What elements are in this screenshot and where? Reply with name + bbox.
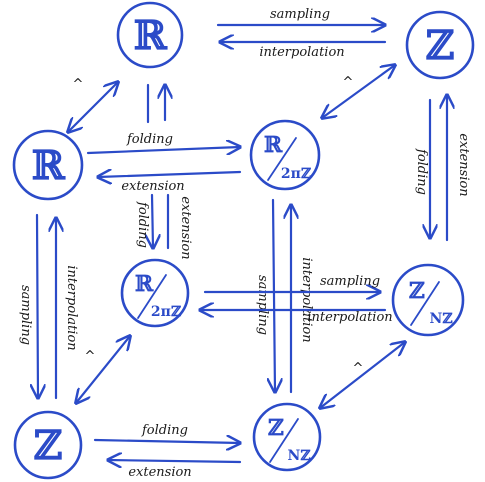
- node-back-z-label: ℤ: [425, 22, 454, 69]
- arrow-fourier-z: [76, 336, 130, 403]
- arrow-front-folding: [86, 147, 240, 153]
- label-bottom-folding: folding: [141, 423, 188, 438]
- arrow-fourier-r: [68, 82, 118, 132]
- node-front-r-label: ℝ: [31, 142, 66, 189]
- node-back-cyclic: ℤ Nℤ: [391, 263, 465, 337]
- label-mid-sampling: sampling: [255, 275, 270, 335]
- arrow-back-folding-lower: [152, 193, 153, 248]
- label-front-sampling: sampling: [18, 285, 33, 345]
- node-back-circle-num: ℝ: [264, 132, 283, 158]
- node-back-cyclic-den: Nℤ: [429, 311, 453, 327]
- label-backz-folding: folding: [414, 148, 429, 195]
- label-fourier-cyclic: ^: [353, 361, 364, 376]
- arrow-front-sampling: [37, 213, 38, 398]
- label-front-folding: folding: [126, 132, 173, 147]
- node-back-circle-den: 2πℤ: [281, 166, 312, 182]
- label-front-interpolation: interpolation: [64, 265, 79, 350]
- arrow-fourier-circle: [322, 65, 395, 118]
- node-front-z-label: ℤ: [33, 422, 62, 469]
- label-bottom-extension: extension: [128, 465, 191, 480]
- node-back-cyclic-num: ℤ: [409, 278, 425, 304]
- label-back-interpolation: interpolation: [259, 45, 344, 60]
- node-front-circle: ℝ 2πℤ: [120, 258, 190, 328]
- label-right-sampling: sampling: [320, 274, 380, 289]
- node-front-cyclic-den: Nℤ: [287, 448, 311, 464]
- label-fourier-z: ^: [85, 349, 96, 364]
- node-front-circle-den: 2πℤ: [151, 304, 182, 320]
- label-back-sampling: sampling: [270, 7, 330, 22]
- label-fourier-circle: ^: [343, 75, 354, 90]
- node-front-cyclic-num: ℤ: [268, 415, 284, 441]
- node-back-r-label: ℝ: [133, 12, 168, 59]
- label-back-extension: extension: [178, 196, 193, 259]
- node-front-circle-num: ℝ: [135, 271, 154, 297]
- arrow-mid-sampling: [273, 198, 275, 392]
- label-fourier-r: ^: [73, 77, 84, 92]
- node-back-circle: ℝ 2πℤ: [249, 119, 321, 191]
- label-mid-interpolation: interpolation: [299, 257, 314, 342]
- label-front-extension: extension: [121, 179, 184, 194]
- arrow-front-extension: [98, 172, 242, 177]
- label-back-folding: folding: [135, 201, 150, 248]
- node-back-r: ℝ: [116, 1, 184, 69]
- node-back-z: ℤ: [405, 10, 475, 80]
- arrow-bottom-folding: [93, 440, 240, 443]
- node-front-cyclic: ℤ Nℤ: [252, 402, 322, 472]
- label-backz-extension: extension: [456, 133, 471, 196]
- arrow-bottom-extension: [108, 460, 242, 462]
- node-front-r: ℝ: [12, 129, 84, 201]
- label-right-interpolation: interpolation: [307, 310, 392, 325]
- node-front-z: ℤ: [13, 410, 83, 480]
- arrow-fourier-cyclic: [320, 342, 405, 408]
